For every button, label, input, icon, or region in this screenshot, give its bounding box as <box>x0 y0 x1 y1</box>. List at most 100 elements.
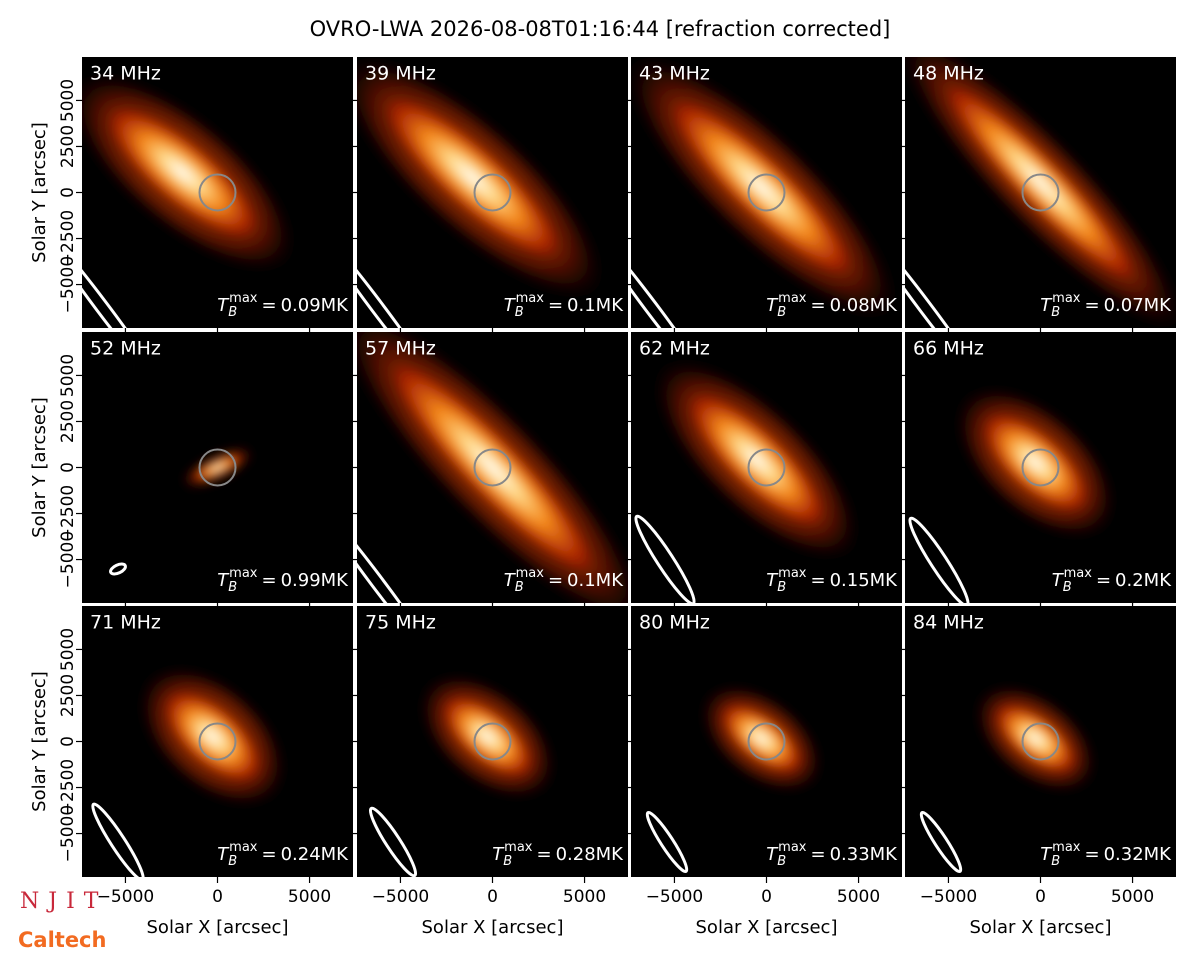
x-tick-label: −5000 <box>97 887 155 907</box>
solar-disk <box>1021 448 1060 487</box>
emission-core <box>365 79 580 276</box>
emission <box>952 384 1119 541</box>
tb-max-label: TBmax = 0.07MK <box>1040 291 1172 320</box>
tb-value: 0.28MK <box>556 844 625 865</box>
solar-disk <box>473 448 512 487</box>
emission <box>357 57 609 303</box>
y-tick-label: 2500 <box>58 125 78 168</box>
beam <box>109 562 127 576</box>
y-tick-label: −5000 <box>58 531 78 589</box>
frequency-label: 39 MHz <box>365 63 436 85</box>
tb-symbol: T <box>504 570 517 591</box>
y-tick-label: −2500 <box>58 759 78 817</box>
tb-value: 0.09MK <box>281 295 350 316</box>
beam <box>919 810 963 874</box>
tb-superscript: max <box>1064 566 1093 581</box>
tb-subscript: B <box>777 305 786 320</box>
emission <box>905 57 1176 328</box>
solar-disk <box>747 173 786 212</box>
tb-subscript: B <box>228 305 237 320</box>
solar-disk <box>1021 722 1060 761</box>
frequency-label: 48 MHz <box>913 63 984 85</box>
tb-equals: = <box>536 844 551 865</box>
tb-max-label: TBmax = 0.33MK <box>766 840 898 869</box>
y-axis-label: Solar Y [arcsec] <box>29 122 50 263</box>
frequency-label: 75 MHz <box>365 612 436 634</box>
x-tick-label: 0 <box>1035 887 1046 907</box>
tb-subscript: B <box>777 854 786 869</box>
beam <box>645 810 689 874</box>
beam <box>357 504 436 603</box>
tb-subscript: B <box>1063 580 1072 595</box>
tb-symbol: T <box>217 295 230 316</box>
panel <box>905 57 1176 328</box>
x-axis-label: Solar X [arcsec] <box>422 917 564 938</box>
panel <box>357 606 628 877</box>
solar-disk <box>473 722 512 761</box>
emission-core <box>673 378 840 541</box>
tb-superscript: max <box>1052 291 1081 306</box>
y-tick-label: −2500 <box>58 210 78 268</box>
y-tick-label: −5000 <box>58 805 78 863</box>
tb-equals: = <box>810 570 825 591</box>
frequency-label: 52 MHz <box>90 338 161 360</box>
emission <box>698 682 825 795</box>
tb-value: 0.08MK <box>830 295 899 316</box>
tb-superscript: max <box>504 840 533 855</box>
panel <box>82 606 353 877</box>
logo-caltech: Caltech <box>18 928 106 952</box>
emission-core <box>986 696 1085 781</box>
emission <box>357 332 628 603</box>
y-tick-label: 0 <box>58 736 78 747</box>
tb-value: 0.1MK <box>567 295 624 316</box>
tb-subscript: B <box>503 854 512 869</box>
solar-disk <box>198 448 237 487</box>
emission <box>180 446 255 489</box>
tb-value: 0.2MK <box>1115 570 1172 591</box>
frequency-label: 66 MHz <box>913 338 984 360</box>
tb-superscript: max <box>229 840 258 855</box>
emission <box>136 664 289 809</box>
panel <box>357 332 628 603</box>
frequency-label: 34 MHz <box>90 63 161 85</box>
frequency-label: 57 MHz <box>365 338 436 360</box>
tb-symbol: T <box>1040 844 1053 865</box>
tb-value: 0.24MK <box>281 844 350 865</box>
tb-superscript: max <box>229 291 258 306</box>
beam <box>634 514 696 603</box>
emission <box>631 57 902 324</box>
emission-core <box>923 61 1158 304</box>
tb-equals: = <box>1096 570 1111 591</box>
tb-max-label: TBmax = 0.09MK <box>217 291 349 320</box>
x-tick-label: −5000 <box>372 887 430 907</box>
tb-value: 0.07MK <box>1104 295 1173 316</box>
tb-symbol: T <box>217 570 230 591</box>
emission <box>972 682 1099 795</box>
panel <box>357 57 628 328</box>
emission-core <box>91 93 274 252</box>
panel <box>631 57 902 328</box>
beam <box>357 229 436 328</box>
tb-subscript: B <box>228 854 237 869</box>
emission-core <box>712 696 811 781</box>
solar-disk <box>747 722 786 761</box>
beam <box>368 806 418 877</box>
x-tick-label: 0 <box>761 887 772 907</box>
y-tick-label: −2500 <box>58 485 78 543</box>
tb-value: 0.33MK <box>830 844 899 865</box>
y-tick-label: 2500 <box>58 674 78 717</box>
tb-symbol: T <box>1052 570 1065 591</box>
y-tick-label: 5000 <box>58 628 78 671</box>
tb-equals: = <box>810 844 825 865</box>
beam <box>631 229 710 328</box>
panel <box>905 606 1176 877</box>
panel <box>631 332 902 603</box>
tb-max-label: TBmax = 0.99MK <box>217 566 349 595</box>
panel <box>631 606 902 877</box>
tb-max-label: TBmax = 0.24MK <box>217 840 349 869</box>
tb-value: 0.1MK <box>567 570 624 591</box>
tb-equals: = <box>1084 844 1099 865</box>
y-axis-label: Solar Y [arcsec] <box>29 671 50 812</box>
tb-equals: = <box>548 570 563 591</box>
y-tick-label: 0 <box>58 187 78 198</box>
